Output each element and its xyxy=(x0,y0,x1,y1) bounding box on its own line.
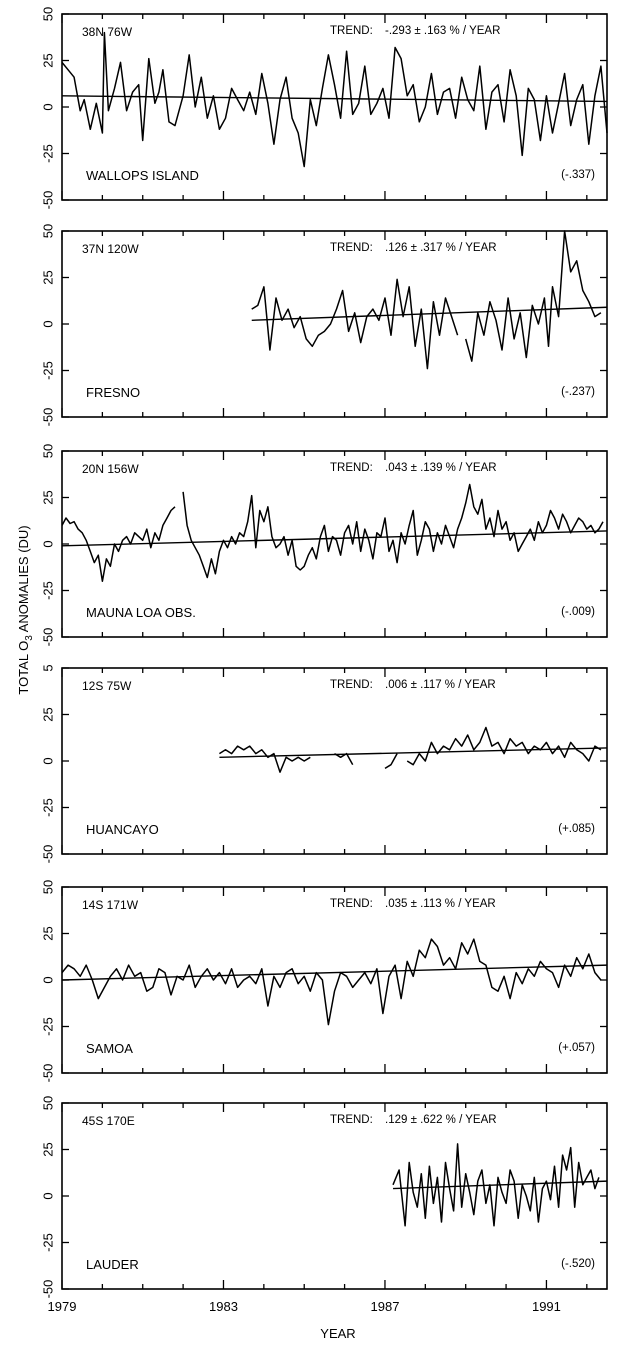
y-tick-label: 0 xyxy=(41,1192,56,1199)
panel-fresno: 50 25 0 -25 -50 37N 120W TREND: .126 ± .317 % /… xyxy=(41,224,608,427)
y-tick-label: -25 xyxy=(41,1017,56,1036)
station-name: LAUDER xyxy=(86,1257,139,1272)
correlation-value: (+.085) xyxy=(558,823,595,835)
y-tick-label: -25 xyxy=(41,581,56,600)
y-tick-label: -50 xyxy=(41,845,56,864)
x-tick-label: 1991 xyxy=(532,1299,561,1314)
station-name: MAUNA LOA OBS. xyxy=(86,605,196,620)
x-tick-label: 1983 xyxy=(209,1299,238,1314)
y-tick-label: 25 xyxy=(41,1142,56,1156)
series-line xyxy=(334,752,354,766)
station-name: SAMOA xyxy=(86,1041,133,1056)
panel-frame xyxy=(61,230,608,418)
station-coordinates: 38N 76W xyxy=(82,25,133,39)
trend-value: .043 ± .139 % / YEAR xyxy=(385,462,497,474)
y-tick-label: -25 xyxy=(41,1233,56,1252)
panel-huancayo: 5 25 0 -25 -50 12S 75W TREND: .006 ± .117 % / Y… xyxy=(41,664,608,863)
panel-lauder: 50 25 0 -25 -50 45S 170E TREND: .129 ± .622 % /… xyxy=(41,1096,608,1314)
y-tick-label: 50 xyxy=(41,880,56,894)
y-tick-label: 50 xyxy=(41,7,56,21)
series-line xyxy=(61,938,602,1026)
y-tick-label: 25 xyxy=(41,707,56,721)
y-tick-label: 25 xyxy=(41,53,56,67)
series-line xyxy=(182,483,604,579)
panel-frame xyxy=(61,1102,608,1290)
trend-label: TREND: xyxy=(330,25,373,37)
panel-samoa: 50 25 0 -25 -50 14S 171W TREND: .035 ± .113 % /… xyxy=(41,880,608,1083)
trend-value: .035 ± .113 % / YEAR xyxy=(385,898,496,910)
series-line xyxy=(61,506,176,582)
y-tick-label: 0 xyxy=(41,757,56,764)
series-line xyxy=(384,753,398,770)
station-coordinates: 12S 75W xyxy=(82,679,132,693)
y-tick-label: -50 xyxy=(41,1064,56,1083)
station-name: HUANCAYO xyxy=(86,822,159,837)
panel-mauna-loa-obs: 50 25 0 -25 -50 20N 156W TREND: .043 ± .139 % /… xyxy=(41,444,608,647)
trend-label: TREND: xyxy=(330,242,373,254)
y-tick-label: 50 xyxy=(41,224,56,238)
trend-value: .126 ± .317 % / YEAR xyxy=(385,242,497,254)
correlation-value: (-.009) xyxy=(561,606,595,618)
y-tick-label: 5 xyxy=(41,664,56,671)
station-coordinates: 37N 120W xyxy=(82,242,139,256)
trend-line xyxy=(61,95,608,103)
correlation-value: (-.520) xyxy=(561,1258,595,1270)
y-axis-title: TOTAL O3 ANOMALIES (DU) xyxy=(16,525,35,694)
series-line xyxy=(392,1143,600,1227)
station-name: WALLOPS ISLAND xyxy=(86,168,199,183)
station-coordinates: 45S 170E xyxy=(82,1114,135,1128)
station-coordinates: 14S 171W xyxy=(82,898,139,912)
series-line xyxy=(464,230,602,362)
series-line xyxy=(219,745,311,773)
station-coordinates: 20N 156W xyxy=(82,462,139,476)
series-line xyxy=(61,31,608,168)
trend-label: TREND: xyxy=(330,898,373,910)
y-tick-label: 0 xyxy=(41,540,56,547)
y-tick-label: 50 xyxy=(41,444,56,458)
y-tick-label: 25 xyxy=(41,926,56,940)
panel-wallops-island: 50 25 0 -25 -50 38N 76W TREND: -.293 ± .163 % /… xyxy=(41,7,608,210)
y-tick-label: -50 xyxy=(41,191,56,210)
y-tick-label: 25 xyxy=(41,270,56,284)
trend-label: TREND: xyxy=(330,1114,373,1126)
y-tick-label: 25 xyxy=(41,490,56,504)
correlation-value: (+.057) xyxy=(558,1042,595,1054)
correlation-value: (-.337) xyxy=(561,169,595,181)
correlation-value: (-.237) xyxy=(561,386,595,398)
x-tick-label: 1987 xyxy=(371,1299,400,1314)
y-tick-label: -50 xyxy=(41,408,56,427)
trend-value: .129 ± .622 % / YEAR xyxy=(385,1114,497,1126)
y-tick-label: 0 xyxy=(41,103,56,110)
y-tick-label: -50 xyxy=(41,628,56,647)
trend-value: -.293 ± .163 % / YEAR xyxy=(385,25,500,37)
trend-label: TREND: xyxy=(330,679,373,691)
y-tick-label: 0 xyxy=(41,320,56,327)
y-tick-label: 50 xyxy=(41,1096,56,1110)
y-tick-label: -25 xyxy=(41,144,56,163)
series-line xyxy=(251,278,459,370)
y-tick-label: -25 xyxy=(41,361,56,380)
series-line xyxy=(406,726,602,766)
x-tick-label: 1979 xyxy=(48,1299,77,1314)
x-axis-title: YEAR xyxy=(320,1326,355,1341)
y-tick-label: -25 xyxy=(41,798,56,817)
y-tick-label: 0 xyxy=(41,976,56,983)
trend-line xyxy=(251,306,608,321)
trend-line xyxy=(61,964,608,981)
y-tick-label: -50 xyxy=(41,1280,56,1299)
station-name: FRESNO xyxy=(86,385,140,400)
trend-value: .006 ± .117 % / YEAR xyxy=(385,679,496,691)
trend-label: TREND: xyxy=(330,462,373,474)
trend-line xyxy=(219,747,608,758)
